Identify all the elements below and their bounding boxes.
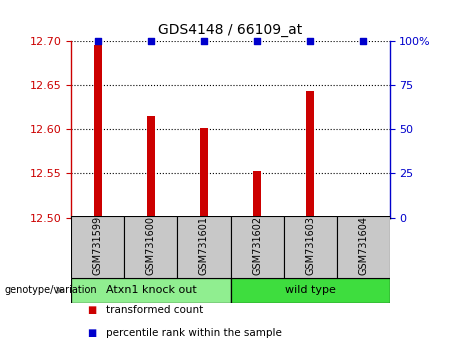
Text: transformed count: transformed count [106, 305, 203, 315]
Text: Atxn1 knock out: Atxn1 knock out [106, 285, 196, 295]
Text: GSM731603: GSM731603 [305, 216, 315, 275]
Point [254, 38, 261, 44]
Point [94, 38, 101, 44]
Bar [253, 171, 261, 218]
Text: ■: ■ [88, 305, 97, 315]
Text: ■: ■ [88, 328, 97, 338]
Bar [200, 128, 208, 218]
Bar [284, 216, 337, 278]
Bar [71, 278, 230, 303]
Text: GSM731602: GSM731602 [252, 216, 262, 275]
Bar [230, 278, 390, 303]
Bar [177, 216, 230, 278]
Bar [306, 91, 314, 218]
Bar [359, 216, 367, 218]
Text: percentile rank within the sample: percentile rank within the sample [106, 328, 282, 338]
Title: GDS4148 / 66109_at: GDS4148 / 66109_at [159, 23, 302, 37]
Bar [147, 116, 155, 218]
Text: GSM731600: GSM731600 [146, 216, 156, 275]
Text: GSM731604: GSM731604 [358, 216, 368, 275]
Point [306, 38, 313, 44]
Bar [94, 45, 102, 218]
Text: wild type: wild type [284, 285, 336, 295]
Bar [124, 216, 177, 278]
Bar [230, 216, 284, 278]
Text: GSM731599: GSM731599 [93, 216, 103, 275]
Bar [337, 216, 390, 278]
Point [200, 38, 207, 44]
Text: GSM731601: GSM731601 [199, 216, 209, 275]
Point [148, 38, 155, 44]
Point [359, 38, 366, 44]
Bar [71, 216, 124, 278]
Text: genotype/variation: genotype/variation [5, 285, 97, 295]
